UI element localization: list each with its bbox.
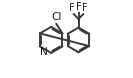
Text: F: F <box>69 3 75 13</box>
Text: F: F <box>76 2 81 12</box>
Text: F: F <box>82 3 88 13</box>
Text: N: N <box>40 47 48 57</box>
Text: Cl: Cl <box>51 12 61 22</box>
